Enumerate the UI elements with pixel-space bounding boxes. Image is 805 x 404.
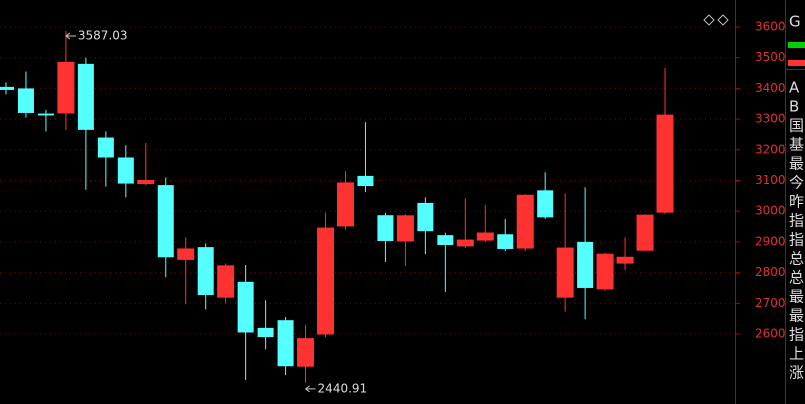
candle-body [77, 63, 94, 130]
panel-swatch [788, 42, 805, 48]
candle-body-fill [657, 115, 674, 213]
candle-body-fill [557, 248, 574, 298]
side-label: 指 [789, 212, 804, 230]
annotation-arrow [65, 32, 76, 40]
candle-body-fill [517, 195, 534, 249]
side-label: B [789, 98, 799, 116]
y-tick-label: 3600 [755, 20, 786, 34]
y-tick-label: 2800 [755, 265, 786, 279]
candle-body [417, 202, 434, 232]
side-label: 上 [789, 345, 804, 363]
candle-body-fill [137, 180, 154, 184]
candle-body [277, 320, 294, 367]
side-label: G [789, 13, 801, 31]
candle-body [437, 235, 454, 245]
side-label: 总 [789, 250, 804, 268]
candle-body-fill [317, 228, 334, 335]
annotation-arrow [305, 385, 316, 393]
candle-body [357, 175, 374, 187]
side-label: 国 [789, 117, 804, 135]
candle-body-fill [217, 265, 234, 298]
candle-body-fill [337, 182, 354, 226]
candle-body [537, 190, 554, 218]
y-tick-label: 3000 [755, 204, 786, 218]
candle-body [117, 157, 134, 184]
y-tick-label: 3300 [755, 112, 786, 126]
candle-body-fill [297, 338, 314, 367]
candle-body [237, 281, 254, 333]
candle-body [577, 241, 594, 288]
side-label: A [789, 79, 800, 97]
candle-body [97, 137, 114, 158]
side-label: 最 [789, 288, 804, 306]
toolbar-icon[interactable] [703, 14, 729, 26]
side-label: 基 [789, 136, 804, 154]
side-label: 昨 [789, 193, 804, 211]
candle-body-fill [597, 254, 614, 289]
panel-swatch [788, 60, 805, 66]
candle-body-fill [397, 215, 414, 241]
candle-body [0, 86, 14, 90]
side-label: 总 [789, 269, 804, 287]
y-tick-label: 3100 [755, 173, 786, 187]
side-label: 指 [789, 231, 804, 249]
candle-body [377, 215, 394, 241]
candle-body [37, 113, 54, 116]
side-label: 涨 [789, 364, 804, 382]
candle-body-fill [457, 240, 474, 246]
candle-body-fill [477, 233, 494, 241]
annotation: 2440.91 [318, 381, 368, 395]
y-tick-label: 2600 [755, 327, 786, 341]
y-tick-label: 2900 [755, 234, 786, 248]
side-label: 最 [789, 307, 804, 325]
side-label: 最 [789, 155, 804, 173]
candle-body-fill [617, 257, 634, 264]
side-label: 指 [789, 326, 804, 344]
candle-body [17, 88, 34, 113]
candle-body-fill [637, 215, 654, 251]
candle-body [157, 185, 174, 258]
side-label: 今 [789, 174, 804, 192]
candle-body [257, 327, 274, 338]
y-tick-label: 3400 [755, 81, 786, 95]
y-tick-label: 2700 [755, 296, 786, 310]
candle-body-fill [57, 62, 74, 113]
candle-body [497, 234, 514, 249]
candle-body-fill [177, 248, 194, 260]
y-tick-label: 3500 [755, 50, 786, 64]
candle-body [197, 247, 214, 296]
y-tick-label: 3200 [755, 142, 786, 156]
annotation: 3587.03 [78, 28, 128, 42]
